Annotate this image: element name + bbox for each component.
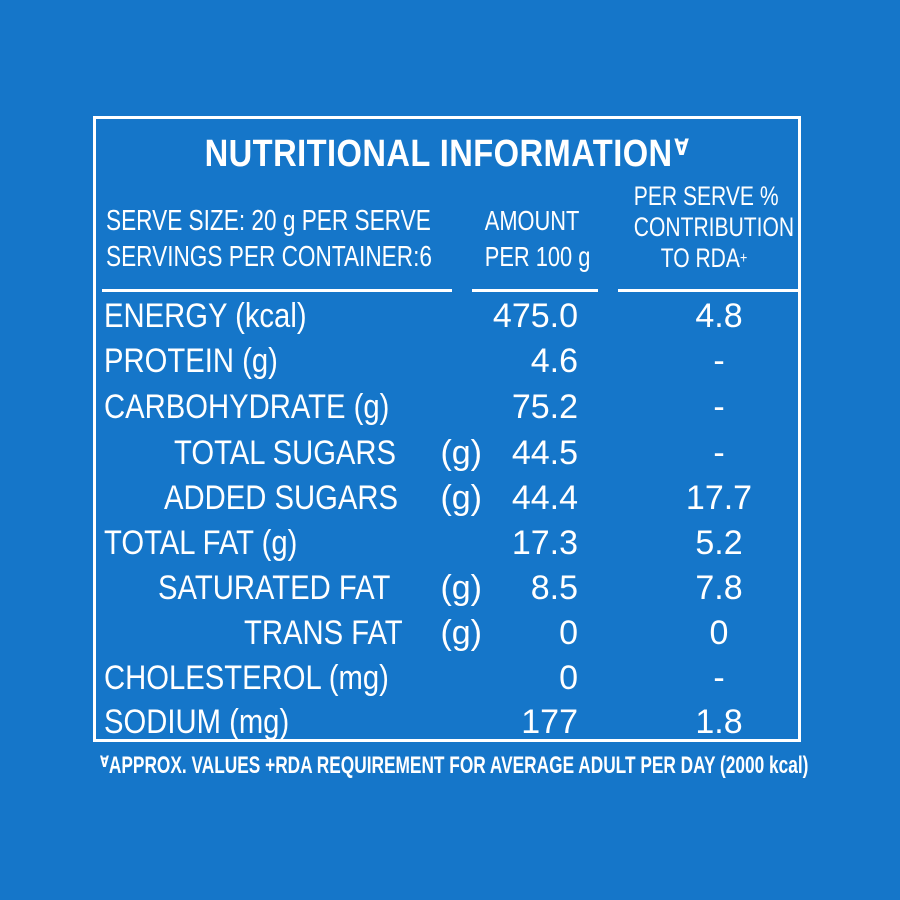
header-rule-2 bbox=[472, 289, 598, 292]
rda-header-line-3: TO RDA+ bbox=[634, 243, 774, 274]
table-row: TOTAL SUGARS (g) 44.5 - bbox=[96, 431, 798, 475]
rda-mark: + bbox=[739, 250, 748, 267]
rda-value: 4.8 bbox=[695, 297, 743, 335]
nutrition-table: NUTRITIONAL INFORMATIONⱯ SERVE SIZE: 20 … bbox=[93, 116, 801, 742]
amount-header-line-2: PER 100 g bbox=[484, 241, 591, 272]
amount-value: 475.0 bbox=[492, 297, 578, 335]
rda-value: - bbox=[713, 388, 725, 426]
rda-value: 5.2 bbox=[695, 524, 743, 562]
rda-header: PER SERVE % CONTRIBUTION TO RDA+ bbox=[633, 181, 795, 274]
amount-value: 8.5 bbox=[530, 569, 578, 607]
amount-value: 0 bbox=[559, 659, 578, 697]
amount-header: AMOUNT PER 100 g bbox=[484, 203, 591, 275]
header-rule-3 bbox=[618, 289, 798, 292]
rda-header-text: TO RDA bbox=[660, 243, 740, 273]
nutrient-name: SODIUM (mg) bbox=[104, 703, 290, 741]
table-row: CARBOHYDRATE (g) 75.2 - bbox=[96, 385, 798, 429]
servings-per-container: SERVINGS PER CONTAINER:6 bbox=[106, 241, 432, 273]
nutrient-unit: (g) bbox=[440, 614, 482, 652]
rda-value: - bbox=[713, 659, 725, 697]
nutrient-name: TRANS FAT bbox=[244, 614, 403, 652]
nutrient-name: ENERGY (kcal) bbox=[104, 297, 307, 335]
rda-header-line-2: CONTRIBUTION bbox=[633, 212, 795, 242]
amount-value: 177 bbox=[521, 703, 578, 741]
rda-value: - bbox=[713, 434, 725, 472]
footnote-approx-mark: Ɐ bbox=[100, 754, 109, 771]
nutrient-name: PROTEIN (g) bbox=[104, 342, 278, 380]
nutrient-name: CARBOHYDRATE (g) bbox=[104, 388, 390, 426]
nutrient-name: ADDED SUGARS bbox=[164, 479, 398, 517]
table-row: SODIUM (mg) 177 1.8 bbox=[96, 700, 798, 744]
header-rule-1 bbox=[102, 289, 452, 292]
rda-value: - bbox=[713, 342, 725, 380]
nutrient-unit: (g) bbox=[440, 434, 482, 472]
amount-value: 44.5 bbox=[511, 434, 578, 472]
table-title: NUTRITIONAL INFORMATIONⱯ bbox=[145, 133, 749, 176]
serving-info: SERVE SIZE: 20 g PER SERVE SERVINGS PER … bbox=[106, 203, 432, 275]
title-text: NUTRITIONAL INFORMATION bbox=[204, 133, 673, 175]
rda-value: 0 bbox=[709, 614, 729, 652]
nutrient-unit: (g) bbox=[440, 479, 482, 517]
amount-header-line-1: AMOUNT bbox=[484, 205, 580, 236]
nutrient-unit: (g) bbox=[440, 569, 482, 607]
rda-value: 17.7 bbox=[685, 479, 753, 517]
rda-value: 1.8 bbox=[695, 703, 743, 741]
footnote-text: APPROX. VALUES +RDA REQUIREMENT FOR AVER… bbox=[108, 752, 809, 779]
table-row: CHOLESTEROL (mg) 0 - bbox=[96, 656, 798, 700]
rda-header-line-1: PER SERVE % bbox=[633, 181, 779, 211]
table-row: TOTAL FAT (g) 17.3 5.2 bbox=[96, 521, 798, 565]
nutrient-name: TOTAL SUGARS bbox=[174, 434, 397, 472]
table-row: ADDED SUGARS (g) 44.4 17.7 bbox=[96, 476, 798, 520]
table-row: ENERGY (kcal) 475.0 4.8 bbox=[96, 294, 798, 338]
table-row: SATURATED FAT (g) 8.5 7.8 bbox=[96, 566, 798, 610]
amount-value: 0 bbox=[559, 614, 578, 652]
amount-value: 75.2 bbox=[511, 388, 578, 426]
nutrient-name: SATURATED FAT bbox=[158, 569, 391, 607]
nutrient-name: CHOLESTEROL (mg) bbox=[104, 659, 389, 697]
approx-mark: Ɐ bbox=[674, 135, 690, 160]
serve-size: SERVE SIZE: 20 g PER SERVE bbox=[106, 205, 431, 237]
amount-value: 17.3 bbox=[511, 524, 578, 562]
rda-value: 7.8 bbox=[695, 569, 743, 607]
amount-value: 44.4 bbox=[511, 479, 578, 517]
nutrient-name: TOTAL FAT (g) bbox=[104, 524, 298, 562]
amount-value: 4.6 bbox=[530, 342, 578, 380]
table-row: TRANS FAT (g) 0 0 bbox=[96, 611, 798, 655]
table-row: PROTEIN (g) 4.6 - bbox=[96, 339, 798, 383]
footnote: ⱯAPPROX. VALUES +RDA REQUIREMENT FOR AVE… bbox=[100, 752, 808, 780]
